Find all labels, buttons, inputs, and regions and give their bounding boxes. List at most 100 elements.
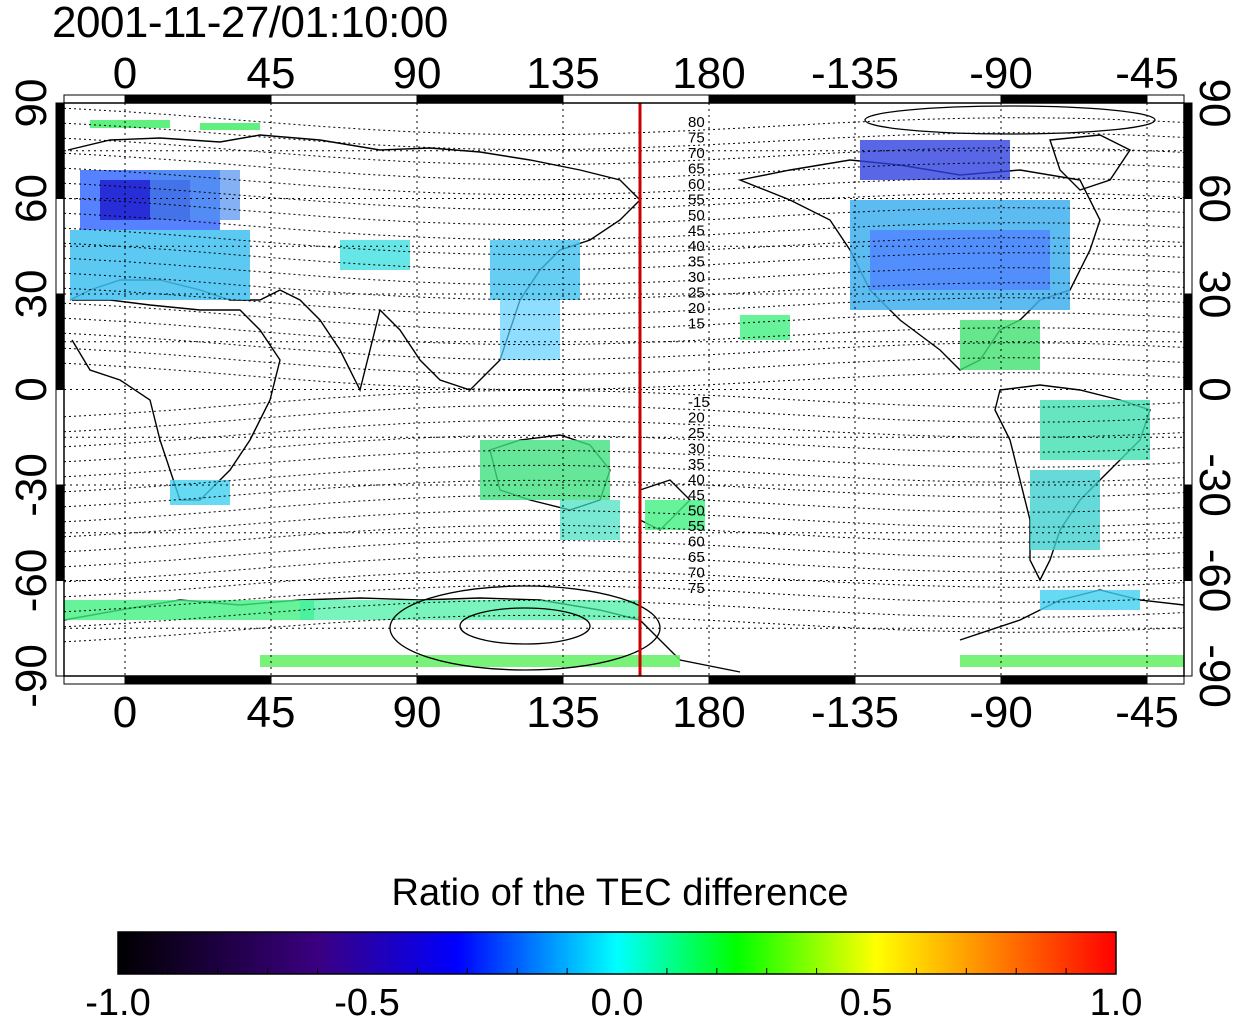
y-tick-label-right: 90 [1190,79,1239,128]
tec-data-patches [64,120,1184,667]
frame-segment [55,198,65,295]
x-tick-label-bottom: 45 [247,688,296,737]
contour-line [64,242,1184,271]
x-tick-label-top: 90 [393,49,442,98]
x-tick-label-top: 45 [247,49,296,98]
contour-label: 80 [688,114,705,131]
frame-segment [562,675,710,685]
contour-line [64,389,1184,418]
contour-line [64,404,1184,433]
contour-label: 30 [688,441,705,458]
frame-segment [55,102,65,199]
contour-label: -15 [688,394,710,411]
contour-line [64,122,1184,151]
contour-label: 35 [688,254,705,271]
contour-label: 40 [688,472,705,489]
frame-segment [854,675,1002,685]
y-tick-label-right: 0 [1190,377,1239,401]
contour-label: 30 [688,269,705,286]
contour-line [64,599,1184,628]
frame-segment [1146,675,1185,685]
x-tick-label-top: 180 [672,49,745,98]
x-tick-label-bottom: -135 [811,688,899,737]
contour-label: 65 [688,161,705,178]
contour-label: 20 [688,410,705,427]
y-tick-label-left: -60 [7,549,56,613]
contour-label: 45 [688,223,705,240]
y-tick-label-left: 0 [7,377,56,401]
contour-line [64,167,1184,196]
y-tick-label-right: -30 [1190,453,1239,517]
map-axis-labels: 0045459090135135180180-135-135-90-90-45-… [7,49,1239,737]
x-tick-label-top: -90 [969,49,1033,98]
colorbar-tick-marks [167,968,1067,974]
contour-label: 40 [688,238,705,255]
contour-line [64,584,1184,613]
contour-line [64,332,1184,361]
contour-labels: 8075706560555045403530252015-15202530354… [688,114,710,597]
contour-label: 35 [688,456,705,473]
contour-line [64,152,1184,181]
contour-line [64,464,1184,493]
contour-label: 75 [688,580,705,597]
contour-label: 15 [688,316,705,333]
contour-line [64,107,1184,136]
contour-line [64,554,1184,583]
contour-line [64,272,1184,301]
contour-line [64,257,1184,286]
x-tick-label-bottom: -45 [1115,688,1179,737]
contour-line [64,539,1184,568]
contour-line [64,182,1184,211]
x-tick-label-bottom: 180 [672,688,745,737]
contour-line [64,317,1184,346]
contour-line [64,419,1184,448]
frame-segment [55,293,65,390]
colorbar-tick-label: 0.5 [839,982,893,1024]
contour-line [64,524,1184,553]
y-tick-label-left: -90 [7,644,56,708]
frame-segment [55,580,65,677]
y-tick-label-right: 60 [1190,174,1239,223]
contour-line [64,212,1184,241]
contour-label: 65 [688,549,705,566]
x-tick-label-top: 135 [526,49,599,98]
contour-line [64,362,1184,391]
contour-label: 20 [688,300,705,317]
contour-label: 45 [688,487,705,504]
frame-segment [708,675,856,685]
contour-line [64,227,1184,256]
map-plot-area: 8075706560555045403530252015-15202530354… [64,103,1184,676]
contour-label: 25 [688,425,705,442]
contour-line [64,302,1184,331]
contour-line [64,494,1184,523]
contour-label: 75 [688,130,705,147]
frame-segment [55,389,65,486]
contour-line [64,287,1184,316]
contour-label: 60 [688,534,705,551]
colorbar-tick-label: -0.5 [334,982,400,1024]
x-tick-label-bottom: 90 [393,688,442,737]
colorbar-tick-label: 1.0 [1089,982,1143,1024]
contour-label: 60 [688,176,705,193]
x-tick-label-bottom: 135 [526,688,599,737]
frame-segment [63,675,126,685]
contour-line [64,197,1184,226]
contour-label: 55 [688,192,705,209]
frame-segment [55,484,65,581]
contour-line [64,434,1184,463]
y-tick-label-left: 90 [7,79,56,128]
contour-label: 25 [688,285,705,302]
map-title: 2001-11-27/01:10:00 [52,0,448,47]
x-tick-label-bottom: -90 [969,688,1033,737]
contour-line [64,614,1184,643]
frame-segment [1000,675,1148,685]
contour-label: 55 [688,518,705,535]
colorbar [117,931,1117,975]
colorbar-title: Ratio of the TEC difference [391,872,849,914]
contour-line [64,449,1184,478]
colorbar-tick-label: -1.0 [85,982,151,1024]
frame-segment [124,675,272,685]
y-tick-label-right: -60 [1190,549,1239,613]
contour-label: 70 [688,145,705,162]
